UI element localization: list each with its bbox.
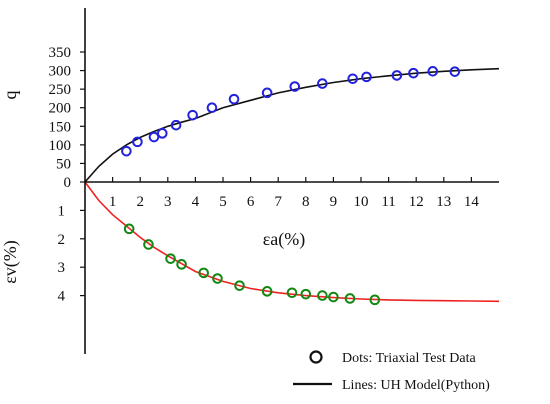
ev-data-point <box>286 287 298 299</box>
ev-tick-label: 1 <box>58 203 66 219</box>
x-tick-label: 13 <box>436 194 451 210</box>
q-data-point <box>228 93 240 105</box>
ev-data-point <box>328 291 339 303</box>
q-data-point <box>156 128 168 139</box>
markers-layer <box>121 66 461 306</box>
ev-data-point <box>261 286 273 297</box>
q-data-point <box>132 136 143 148</box>
q-data-point <box>317 78 328 89</box>
q-data-point <box>427 66 439 77</box>
x-tick-label: 6 <box>247 194 255 210</box>
legend-label-data: Dots: Triaxial Test Data <box>342 351 476 366</box>
q-data-point <box>347 73 359 85</box>
x-tick-label: 10 <box>354 194 369 210</box>
q-data-point <box>391 70 403 81</box>
q-data-point <box>206 102 218 114</box>
x-tick-label: 9 <box>330 194 338 210</box>
x-tick-label: 11 <box>381 194 395 210</box>
legend-circle-icon <box>309 350 323 364</box>
x-tick-label: 3 <box>164 194 172 210</box>
x-tick-label: 7 <box>274 194 282 210</box>
ev-data-point <box>300 288 312 300</box>
q-axis-title: q <box>0 91 20 100</box>
legend: Dots: Triaxial Test Data Lines: UH Model(… <box>293 350 490 393</box>
ev-data-point <box>212 273 223 284</box>
ev-data-point <box>176 259 187 270</box>
ev-data-point <box>317 290 328 301</box>
q-data-point <box>449 66 461 77</box>
x-tick-label: 12 <box>409 194 424 210</box>
q-data-point <box>289 81 301 92</box>
x-tick-label: 5 <box>219 194 227 210</box>
ev-tick-label: 3 <box>58 260 66 276</box>
q-model-curve <box>84 67 500 183</box>
x-tick-label: 8 <box>302 194 310 210</box>
q-tick-label: 150 <box>49 119 72 135</box>
q-data-point <box>170 119 182 131</box>
legend-label-model: Lines: UH Model(Python) <box>342 378 490 393</box>
ev-data-point <box>143 239 154 250</box>
q-tick-label: 350 <box>49 45 72 61</box>
q-tick-label: 300 <box>49 64 72 80</box>
q-data-point <box>361 71 372 83</box>
x-axis-title: εa(%) <box>263 229 306 250</box>
q-data-point <box>121 145 132 157</box>
ev-tick-label: 4 <box>58 289 66 305</box>
ev-data-point <box>344 293 356 304</box>
ev-data-point <box>369 294 381 306</box>
x-tick-label: 2 <box>136 194 144 210</box>
q-tick-label: 50 <box>56 156 71 172</box>
q-data-point <box>187 109 198 121</box>
q-tick-label: 100 <box>49 138 72 154</box>
ev-tick-label: 2 <box>58 232 66 248</box>
x-tick-label: 1 <box>109 194 117 210</box>
ev-data-point <box>165 253 176 264</box>
q-data-point <box>408 67 419 79</box>
q-data-point <box>148 131 160 143</box>
q-tick-label: 0 <box>64 175 72 191</box>
q-data-point <box>261 87 273 99</box>
curves-layer <box>84 67 500 303</box>
x-tick-label: 14 <box>464 194 480 210</box>
ev-data-point <box>198 267 209 279</box>
ev-axis-title: εv(%) <box>0 240 21 284</box>
q-tick-label: 200 <box>49 101 72 117</box>
ev-data-point <box>234 280 245 291</box>
x-tick-label: 4 <box>192 194 200 210</box>
ev-data-point <box>123 223 135 235</box>
q-tick-label: 250 <box>49 82 72 98</box>
